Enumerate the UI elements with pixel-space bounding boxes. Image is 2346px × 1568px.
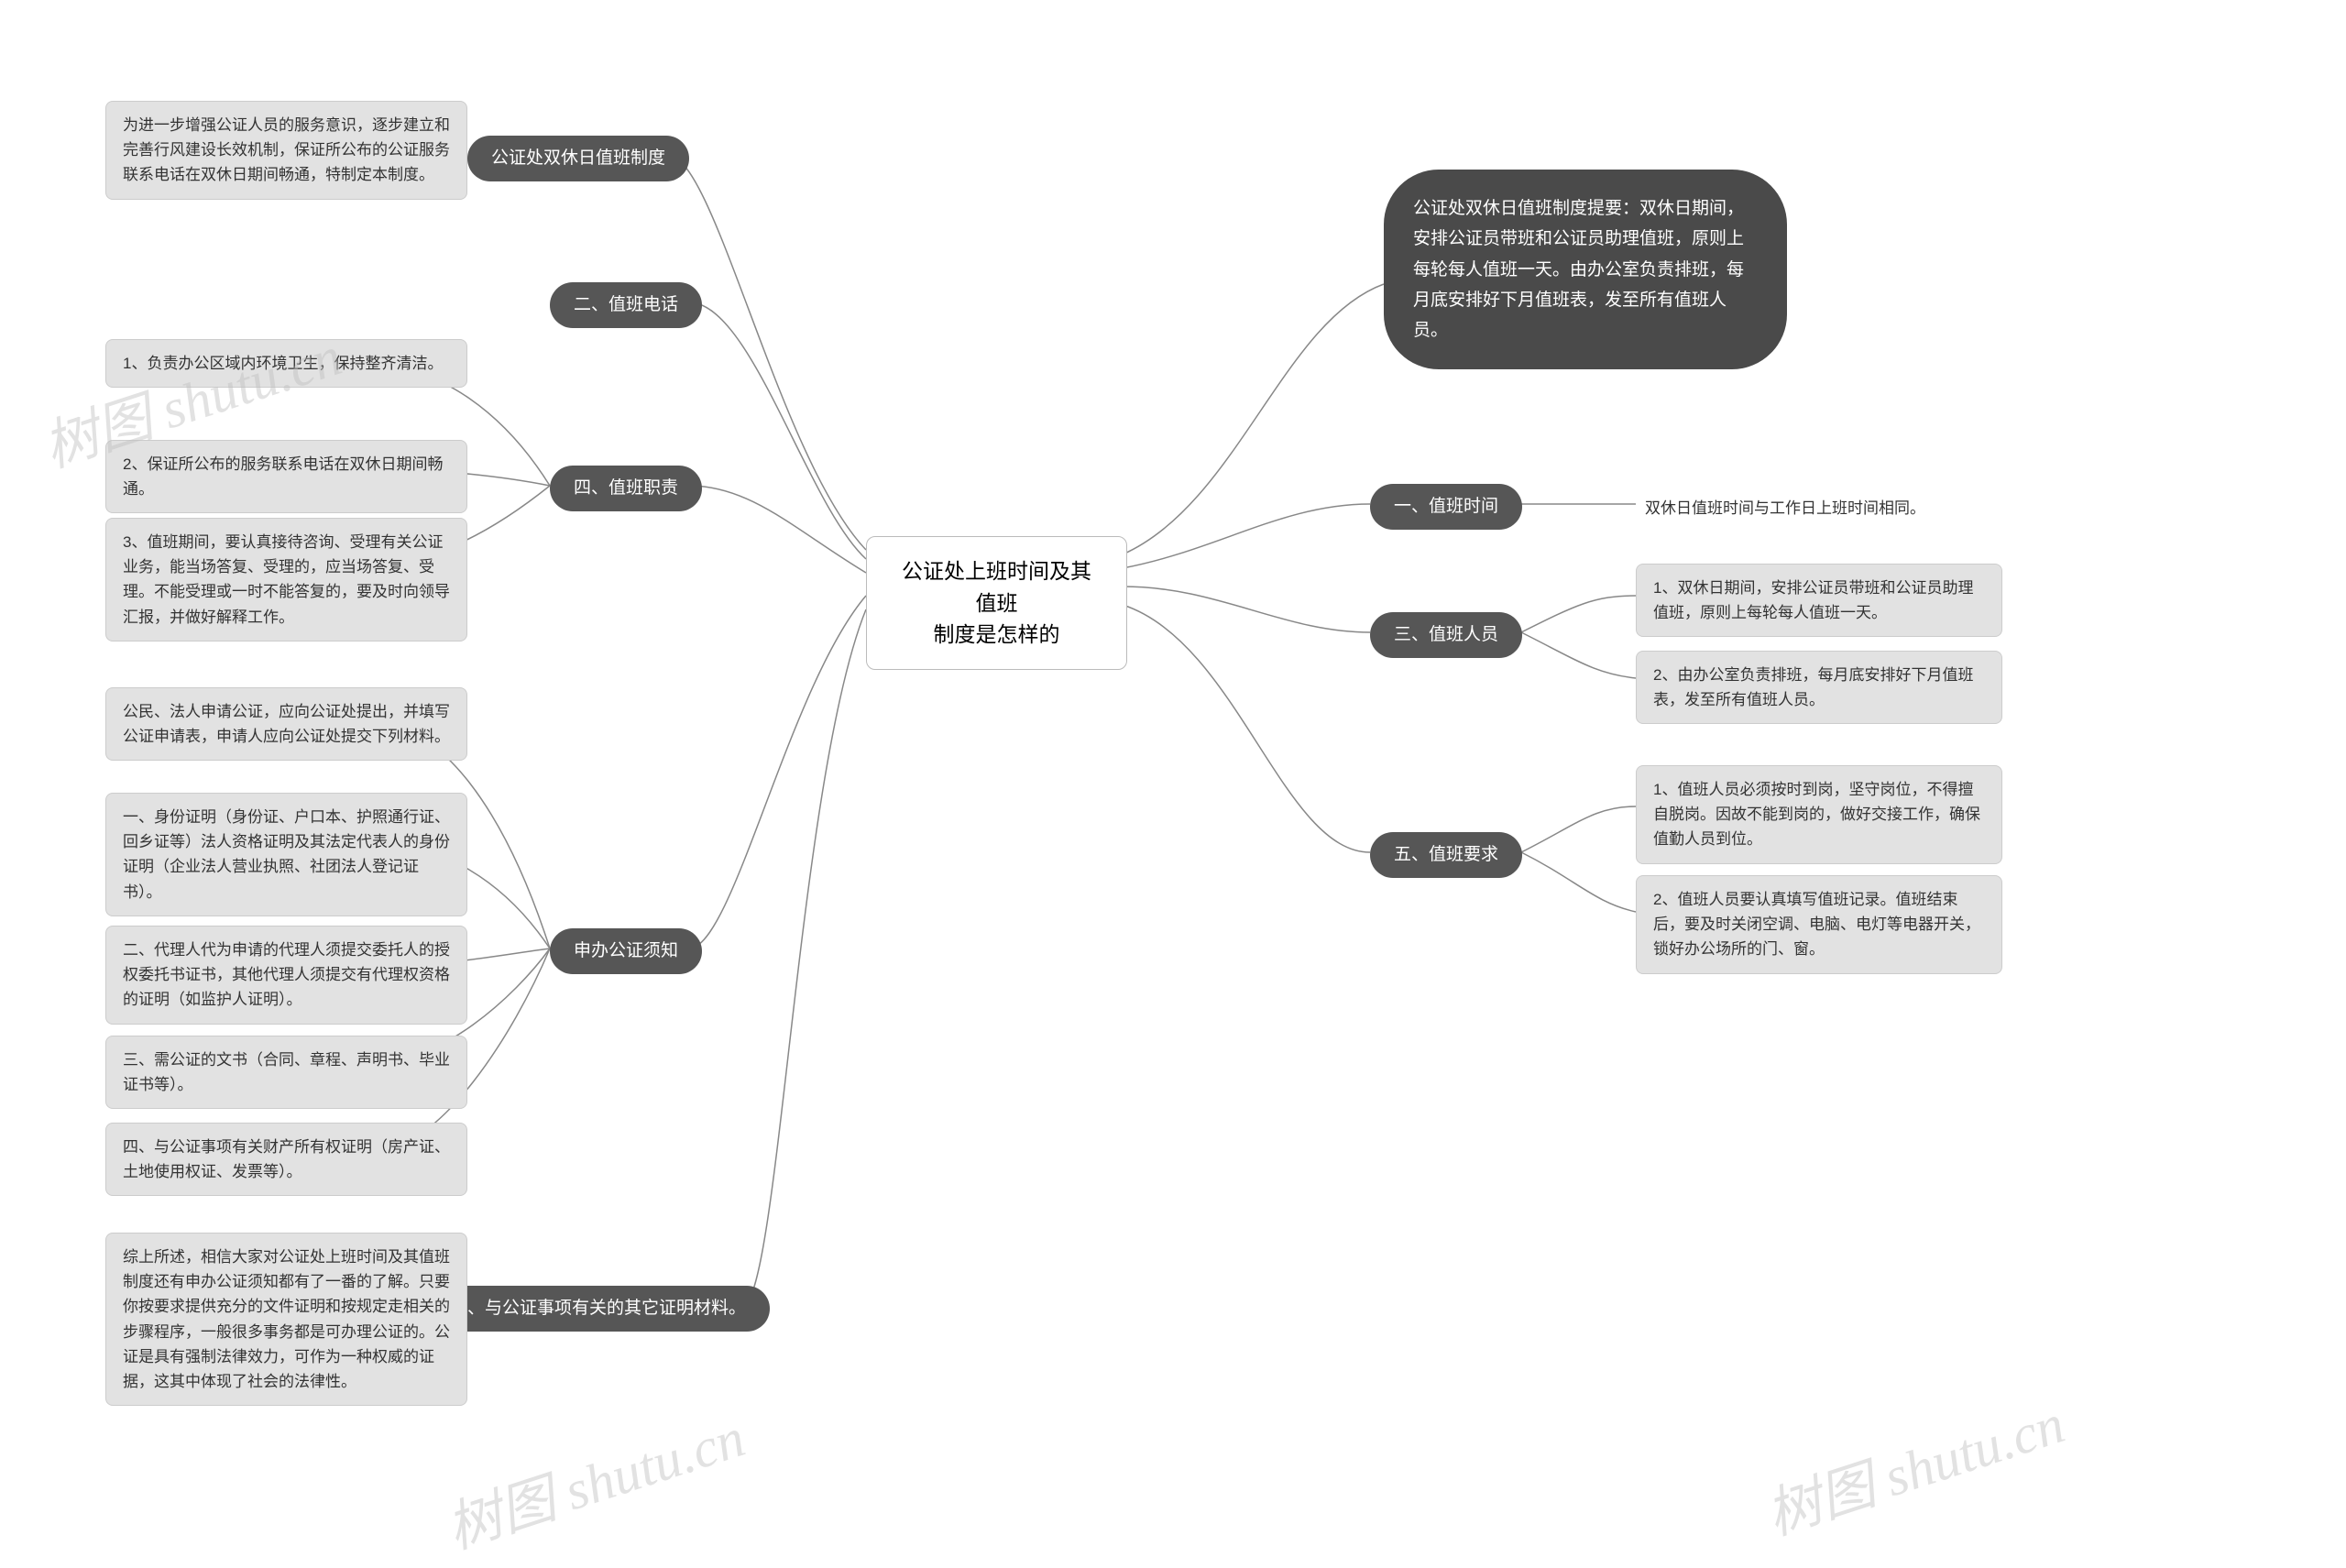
leaf-l4-2: 二、代理人代为申请的代理人须提交委托人的授权委托书证书，其他代理人须提交有代理权…	[105, 926, 467, 1025]
branch-r1: 一、值班时间	[1370, 484, 1522, 530]
leaf-l3-1: 2、保证所公布的服务联系电话在双休日期间畅通。	[105, 440, 467, 513]
leaf-l5-0: 综上所述，相信大家对公证处上班时间及其值班制度还有申办公证须知都有了一番的了解。…	[105, 1233, 467, 1406]
leaf-l4-4: 四、与公证事项有关财产所有权证明（房产证、土地使用权证、发票等）。	[105, 1123, 467, 1196]
leaf-l3-2: 3、值班期间，要认真接待咨询、受理有关公证业务，能当场答复、受理的，应当场答复、…	[105, 518, 467, 641]
leaf-l3-0-text: 1、负责办公区域内环境卫生，保持整齐清洁。	[123, 355, 443, 372]
branch-r3: 五、值班要求	[1370, 832, 1522, 878]
branch-r3-label: 五、值班要求	[1394, 845, 1498, 864]
branch-l3: 四、值班职责	[550, 466, 702, 511]
leaf-r2-1: 2、由办公室负责排班，每月底安排好下月值班表，发至所有值班人员。	[1636, 651, 2002, 724]
watermark-2: 树图 shutu.cn	[435, 1393, 753, 1564]
leaf-l4-0-text: 公民、法人申请公证，应向公证处提出，并填写公证申请表，申请人应向公证处提交下列材…	[123, 703, 450, 745]
leaf-r2-0: 1、双休日期间，安排公证员带班和公证员助理值班，原则上每轮每人值班一天。	[1636, 564, 2002, 637]
center-node: 公证处上班时间及其值班 制度是怎样的	[866, 536, 1127, 670]
leaf-l4-3-text: 三、需公证的文书（合同、章程、声明书、毕业证书等）。	[123, 1051, 450, 1093]
branch-r2: 三、值班人员	[1370, 612, 1522, 658]
leaf-r3-0-text: 1、值班人员必须按时到岗，坚守岗位，不得擅自脱岗。因故不能到岗的，做好交接工作，…	[1653, 781, 1980, 848]
branch-l2: 二、值班电话	[550, 282, 702, 328]
leaf-r1-0: 双休日值班时间与工作日上班时间相同。	[1636, 490, 2030, 526]
leaf-l4-3: 三、需公证的文书（合同、章程、声明书、毕业证书等）。	[105, 1036, 467, 1109]
branch-l5: 五、与公证事项有关的其它证明材料。	[426, 1286, 770, 1332]
branch-l4: 申办公证须知	[550, 928, 702, 974]
leaf-l4-0: 公民、法人申请公证，应向公证处提出，并填写公证申请表，申请人应向公证处提交下列材…	[105, 687, 467, 761]
leaf-l4-1: 一、身份证明（身份证、户口本、护照通行证、回乡证等）法人资格证明及其法定代表人的…	[105, 793, 467, 916]
branch-l5-label: 五、与公证事项有关的其它证明材料。	[450, 1299, 746, 1318]
branch-r1-label: 一、值班时间	[1394, 497, 1498, 516]
branch-r2-label: 三、值班人员	[1394, 625, 1498, 644]
intro-text: 公证处双休日值班制度提要：双休日期间，安排公证员带班和公证员助理值班，原则上每轮…	[1413, 199, 1744, 340]
center-line2: 制度是怎样的	[934, 622, 1060, 646]
leaf-l3-1-text: 2、保证所公布的服务联系电话在双休日期间畅通。	[123, 455, 443, 498]
branch-l2-label: 二、值班电话	[574, 295, 678, 314]
leaf-r3-1: 2、值班人员要认真填写值班记录。值班结束后，要及时关闭空调、电脑、电灯等电器开关…	[1636, 875, 2002, 974]
leaf-r3-0: 1、值班人员必须按时到岗，坚守岗位，不得擅自脱岗。因故不能到岗的，做好交接工作，…	[1636, 765, 2002, 864]
branch-l1: 公证处双休日值班制度	[467, 136, 689, 181]
watermark-3: 树图 shutu.cn	[1755, 1379, 2073, 1551]
leaf-l1-0-text: 为进一步增强公证人员的服务意识，逐步建立和完善行风建设长效机制，保证所公布的公证…	[123, 116, 450, 183]
leaf-l4-1-text: 一、身份证明（身份证、户口本、护照通行证、回乡证等）法人资格证明及其法定代表人的…	[123, 808, 450, 901]
leaf-l4-4-text: 四、与公证事项有关财产所有权证明（房产证、土地使用权证、发票等）。	[123, 1138, 450, 1180]
leaf-l1-0: 为进一步增强公证人员的服务意识，逐步建立和完善行风建设长效机制，保证所公布的公证…	[105, 101, 467, 200]
leaf-r1-0-text: 双休日值班时间与工作日上班时间相同。	[1645, 499, 1925, 517]
branch-l4-label: 申办公证须知	[574, 941, 678, 960]
intro-node: 公证处双休日值班制度提要：双休日期间，安排公证员带班和公证员助理值班，原则上每轮…	[1384, 170, 1787, 369]
branch-l1-label: 公证处双休日值班制度	[491, 148, 665, 168]
center-line1: 公证处上班时间及其值班	[902, 559, 1091, 615]
leaf-l3-0: 1、负责办公区域内环境卫生，保持整齐清洁。	[105, 339, 467, 388]
leaf-l5-0-text: 综上所述，相信大家对公证处上班时间及其值班制度还有申办公证须知都有了一番的了解。…	[123, 1248, 450, 1390]
branch-l3-label: 四、值班职责	[574, 478, 678, 498]
leaf-r3-1-text: 2、值班人员要认真填写值班记录。值班结束后，要及时关闭空调、电脑、电灯等电器开关…	[1653, 891, 1980, 958]
leaf-l3-2-text: 3、值班期间，要认真接待咨询、受理有关公证业务，能当场答复、受理的，应当场答复、…	[123, 533, 450, 626]
leaf-r2-1-text: 2、由办公室负责排班，每月底安排好下月值班表，发至所有值班人员。	[1653, 666, 1973, 708]
leaf-r2-0-text: 1、双休日期间，安排公证员带班和公证员助理值班，原则上每轮每人值班一天。	[1653, 579, 1973, 621]
leaf-l4-2-text: 二、代理人代为申请的代理人须提交委托人的授权委托书证书，其他代理人须提交有代理权…	[123, 941, 450, 1008]
